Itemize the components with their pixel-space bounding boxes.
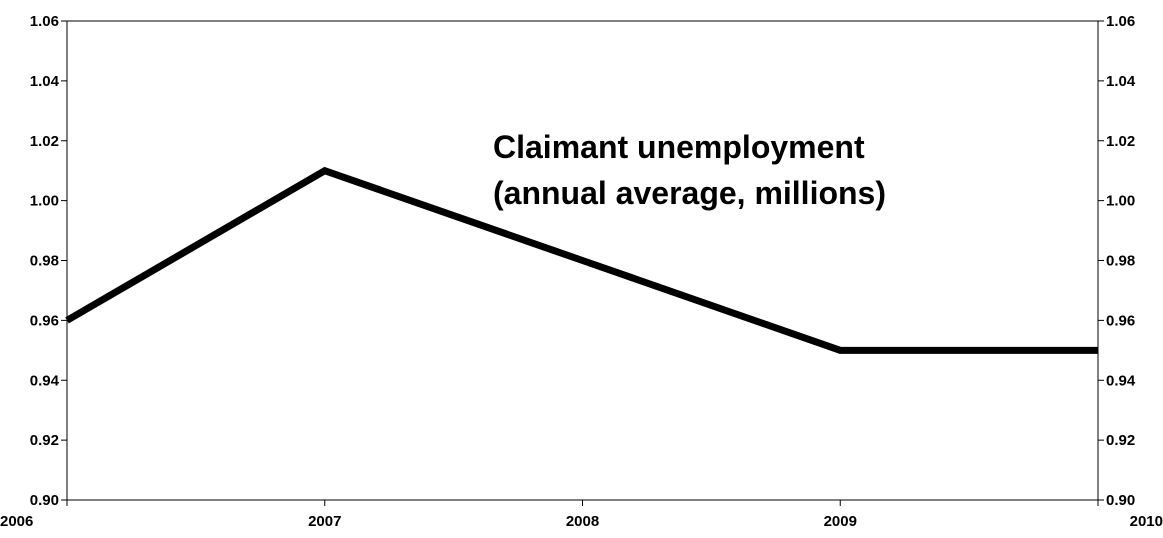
y-tick-label-right: 0.98 bbox=[1106, 253, 1135, 270]
x-tick-label: 2006 bbox=[0, 513, 33, 530]
series-layer bbox=[65, 166, 1099, 354]
y-tick-label-left: 0.94 bbox=[30, 372, 60, 389]
y-tick-label-left: 0.98 bbox=[30, 253, 59, 270]
x-tick-label: 2007 bbox=[308, 513, 341, 530]
y-tick-label-right: 1.02 bbox=[1106, 133, 1135, 150]
y-tick-label-right: 1.00 bbox=[1106, 193, 1135, 210]
y-tick-label-right: 0.96 bbox=[1106, 312, 1135, 329]
x-tick-label: 2008 bbox=[566, 513, 599, 530]
y-tick-label-right: 0.92 bbox=[1106, 432, 1135, 449]
x-tick-label: 2010 bbox=[1130, 513, 1163, 530]
y-tick-label-right: 0.90 bbox=[1106, 492, 1135, 509]
y-tick-label-left: 1.04 bbox=[30, 73, 60, 90]
y-tick-label-left: 1.02 bbox=[30, 133, 59, 150]
y-tick-label-left: 0.92 bbox=[30, 432, 59, 449]
x-tick-label: 2009 bbox=[824, 513, 857, 530]
left-y-axis: 0.90 0.92 0.94 0.96 0.98 1.00 1.02 1.04 1.06 bbox=[30, 13, 67, 509]
chart-title-line-2: (annual average, millions) bbox=[493, 175, 886, 211]
y-tick-label-right: 0.94 bbox=[1106, 372, 1136, 389]
y-tick-label-right: 1.04 bbox=[1106, 73, 1136, 90]
y-tick-label-left: 1.00 bbox=[30, 193, 59, 210]
y-tick-label-right: 1.06 bbox=[1106, 13, 1135, 30]
y-tick-label-left: 1.06 bbox=[30, 13, 59, 30]
right-y-axis: 0.90 0.92 0.94 0.96 0.98 1.00 1.02 1.04 1.06 bbox=[1098, 13, 1136, 509]
x-axis: 2006 2007 2008 2009 2010 bbox=[0, 500, 1163, 530]
chart-title-line-1: Claimant unemployment bbox=[493, 129, 865, 165]
y-tick-label-left: 0.90 bbox=[30, 492, 59, 509]
y-tick-label-left: 0.96 bbox=[30, 312, 59, 329]
